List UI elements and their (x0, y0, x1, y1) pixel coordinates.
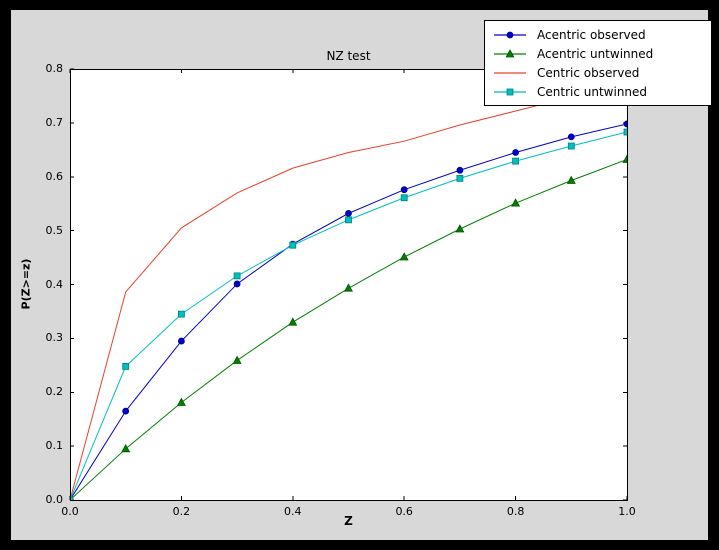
series-marker-centric-untwinned (456, 174, 464, 182)
series-marker-acentric-untwinned (344, 283, 353, 292)
y-tick-label: 0.2 (45, 385, 64, 399)
series-line-centric-untwinned (70, 131, 627, 500)
series-marker-centric-untwinned (512, 157, 519, 165)
series-marker-acentric-observed (400, 186, 408, 194)
series-marker-acentric-untwinned (232, 355, 242, 364)
y-axis-label: P(Z>=z) (19, 258, 33, 310)
series-line-centric-observed (70, 83, 627, 500)
legend-label: Acentric observed (537, 27, 646, 42)
series-marker-acentric-untwinned (399, 252, 409, 261)
series-marker-acentric-untwinned (511, 198, 521, 207)
series-marker-acentric-observed (512, 149, 519, 156)
legend-label: Acentric untwinned (537, 46, 654, 61)
series-marker-acentric-untwinned (566, 175, 576, 184)
series-marker-centric-untwinned (400, 194, 408, 202)
series-marker-acentric-untwinned (121, 443, 131, 453)
x-axis-label: Z (344, 514, 353, 528)
series-marker-acentric-untwinned (176, 397, 186, 406)
legend-sample-acentric-untwinned (494, 48, 526, 57)
y-tick-label: 0.3 (45, 331, 64, 345)
x-tick-label: 0.6 (395, 505, 413, 518)
series-marker-acentric-observed (233, 280, 241, 288)
series-marker-acentric-observed (177, 337, 185, 345)
series-marker-centric-untwinned (567, 142, 575, 150)
y-tick-label: 0.6 (45, 169, 64, 183)
x-tick-label: 1.0 (618, 505, 636, 518)
series-marker-acentric-observed (456, 166, 464, 174)
series-marker-centric-untwinned (70, 496, 74, 500)
legend-label: Centric observed (537, 65, 640, 80)
legend-sample-acentric-observed (494, 31, 526, 38)
y-tick-label: 0.1 (45, 439, 64, 453)
series-marker-acentric-untwinned (622, 154, 627, 163)
chart-title: NZ test (326, 49, 371, 63)
y-tick-label: 0.5 (45, 223, 64, 237)
x-tick-label: 0.0 (61, 505, 79, 518)
y-tick-label: 0.7 (45, 115, 64, 129)
x-tick-label: 0.2 (172, 505, 191, 518)
y-tick-label: 0.8 (45, 62, 64, 75)
legend-sample-centric-observed (494, 71, 526, 74)
legend-entry: Centric observed (487, 63, 709, 82)
series-marker-centric-untwinned (177, 310, 185, 318)
series-marker-acentric-observed (567, 133, 575, 141)
series-marker-centric-untwinned (345, 216, 352, 224)
x-tick-label: 0.8 (506, 505, 525, 518)
legend-entry: Acentric untwinned (487, 44, 709, 63)
series-marker-centric-untwinned (623, 128, 627, 136)
series-marker-acentric-observed (122, 407, 130, 415)
series-marker-acentric-observed (623, 120, 627, 128)
legend-sample-centric-untwinned (494, 88, 526, 95)
legend-entry: Centric untwinned (487, 82, 709, 101)
y-tick-label: 0.4 (45, 277, 64, 291)
y-tick-label: 0.0 (45, 493, 64, 506)
series-marker-acentric-untwinned (288, 317, 298, 326)
legend-label: Centric untwinned (537, 84, 648, 99)
series-line-acentric-observed (70, 123, 627, 500)
legend-entry: Acentric observed (487, 25, 709, 44)
plot-frame (70, 69, 628, 501)
series-marker-acentric-observed (345, 209, 352, 217)
series-marker-centric-untwinned (289, 241, 297, 249)
series-marker-acentric-untwinned (455, 224, 465, 233)
series-marker-centric-untwinned (122, 362, 130, 370)
legend: Acentric observed Acentric untwinned Centr… (484, 20, 712, 106)
series-marker-centric-untwinned (233, 272, 241, 280)
x-tick-label: 0.4 (284, 505, 302, 518)
